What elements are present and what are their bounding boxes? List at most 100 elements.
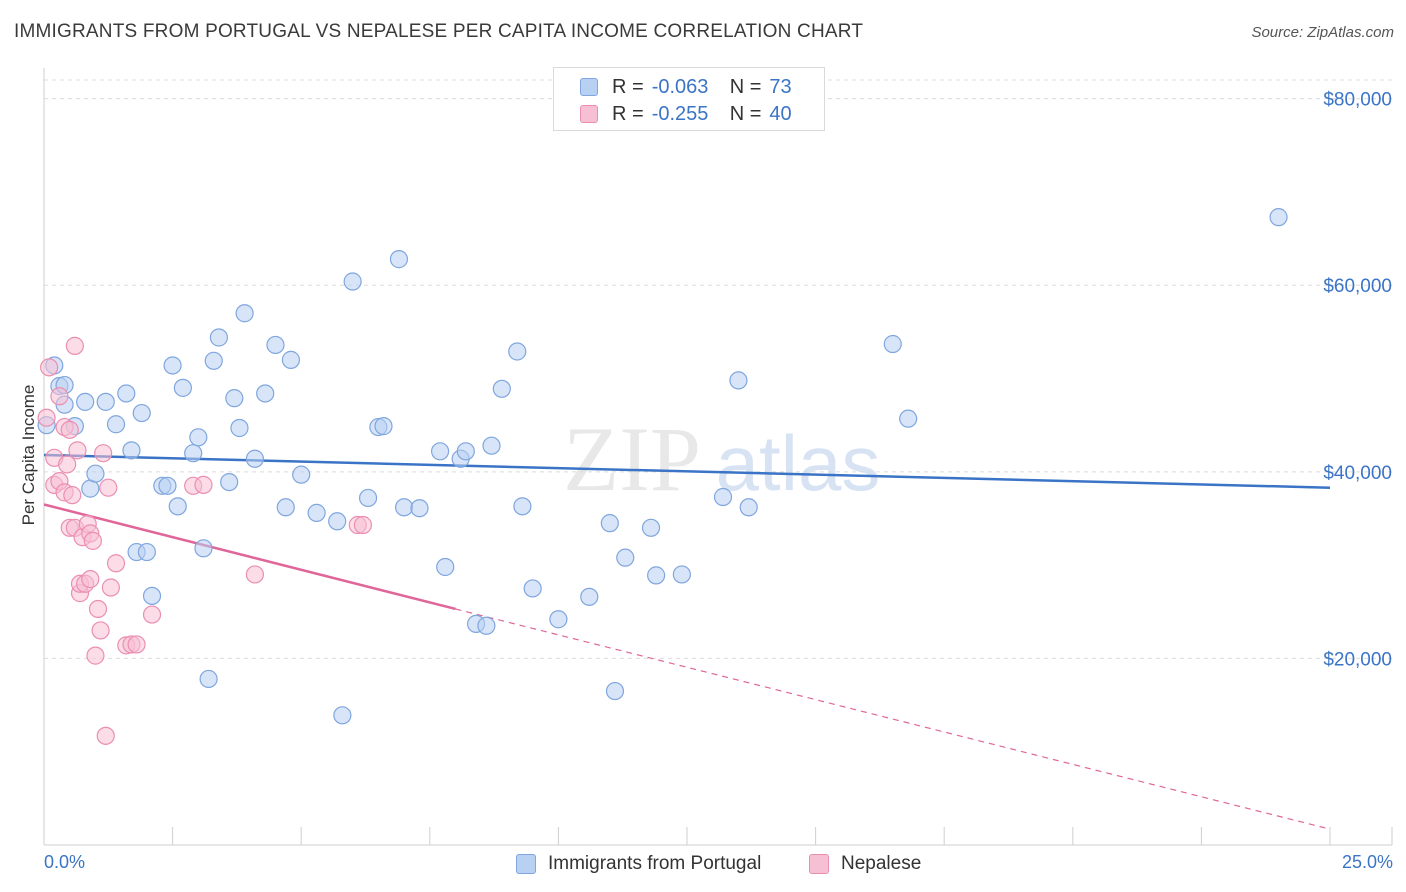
portugal-point bbox=[513, 497, 532, 516]
portugal-point bbox=[333, 706, 352, 725]
portugal-point bbox=[204, 351, 223, 370]
portugal-point bbox=[184, 444, 203, 463]
legend-r-label: R = bbox=[612, 75, 644, 98]
bottom-legend-nepalese: Nepalese bbox=[809, 851, 921, 877]
legend-r-label: R = bbox=[612, 102, 644, 125]
bottom-legend-label-portugal: Immigrants from Portugal bbox=[548, 853, 762, 874]
nepalese-point bbox=[99, 478, 118, 497]
trend-line-nepalese-extrapolated bbox=[455, 608, 1331, 830]
legend-n-value-portugal: 73 bbox=[769, 75, 792, 98]
portugal-point bbox=[96, 392, 115, 411]
nepalese-point bbox=[245, 565, 265, 584]
portugal-point bbox=[281, 350, 301, 369]
y-axis-label: Per Capita Income bbox=[19, 384, 38, 526]
portugal-point bbox=[173, 378, 192, 397]
portugal-point bbox=[158, 476, 177, 495]
nepalese-point bbox=[91, 621, 110, 640]
portugal-point bbox=[307, 503, 326, 522]
bottom-legend-swatch-portugal bbox=[516, 854, 536, 874]
y-tick-label: $80,000 bbox=[1323, 90, 1392, 111]
nepalese-point bbox=[96, 726, 115, 745]
portugal-point bbox=[189, 428, 208, 447]
watermark-zip: ZIP bbox=[563, 408, 701, 510]
bottom-legend-label-nepalese: Nepalese bbox=[841, 853, 922, 874]
portugal-point bbox=[230, 418, 249, 438]
legend-swatch-portugal bbox=[580, 78, 598, 96]
portugal-point bbox=[1269, 208, 1288, 227]
nepalese-point bbox=[63, 486, 82, 505]
portugal-point bbox=[389, 250, 409, 269]
nepalese-point bbox=[88, 599, 108, 619]
nepalese-point bbox=[40, 358, 59, 377]
portugal-point bbox=[199, 669, 218, 689]
portugal-point bbox=[580, 587, 599, 606]
portugal-point bbox=[209, 328, 228, 347]
portugal-point bbox=[477, 616, 496, 635]
portugal-point bbox=[168, 497, 187, 516]
y-tick-labels: $20,000 $40,000 $60,000 $80,000 bbox=[1323, 90, 1392, 671]
legend-n-value-nepalese: 40 bbox=[769, 102, 792, 125]
portugal-point bbox=[292, 465, 311, 484]
nepalese-point bbox=[194, 475, 213, 494]
nepalese-point bbox=[83, 531, 102, 550]
portugal-point bbox=[641, 518, 661, 537]
nepalese-point bbox=[106, 554, 126, 573]
legend-swatch-nepalese bbox=[580, 105, 598, 123]
portugal-point bbox=[163, 356, 182, 375]
portugal-point bbox=[256, 384, 275, 403]
portugal-point bbox=[245, 449, 265, 468]
trend-lines bbox=[43, 453, 1331, 830]
nepalese-point bbox=[127, 635, 146, 654]
y-tick-label: $40,000 bbox=[1323, 463, 1392, 484]
portugal-point bbox=[328, 512, 347, 531]
nepalese-point bbox=[37, 408, 56, 427]
bottom-legend-portugal: Immigrants from Portugal bbox=[516, 851, 761, 877]
watermark: ZIP atlas bbox=[563, 408, 880, 510]
portugal-point bbox=[605, 681, 625, 701]
portugal-point bbox=[132, 403, 151, 423]
portugal-point bbox=[492, 379, 511, 398]
portugal-point bbox=[137, 542, 156, 562]
portugal-point bbox=[220, 472, 239, 492]
portugal-point bbox=[117, 384, 136, 403]
legend-r-value-nepalese: -0.255 bbox=[651, 102, 709, 125]
legend-n-label: N = bbox=[729, 75, 762, 98]
x-tick-label-min: 0.0% bbox=[44, 852, 86, 872]
legend-r-value-portugal: -0.063 bbox=[651, 75, 709, 98]
portugal-point bbox=[616, 548, 635, 567]
portugal-point bbox=[358, 488, 378, 508]
portugal-point bbox=[343, 272, 362, 291]
chart-title: IMMIGRANTS FROM PORTUGAL VS NEPALESE PER… bbox=[14, 21, 864, 42]
nepalese-point bbox=[142, 605, 162, 624]
portugal-point bbox=[549, 610, 568, 629]
portugal-point bbox=[266, 335, 285, 355]
nepalese-point bbox=[60, 420, 79, 439]
portugal-point bbox=[86, 464, 105, 483]
portugal-point bbox=[106, 415, 126, 434]
axes bbox=[43, 68, 1393, 846]
legend-row-nepalese: R = -0.255 N = 40 bbox=[580, 101, 792, 127]
portugal-point bbox=[508, 342, 527, 361]
portugal-point bbox=[883, 334, 902, 354]
nepalese-point bbox=[65, 336, 84, 355]
portugal-point bbox=[410, 499, 429, 518]
portugal-point bbox=[482, 436, 501, 455]
portugal-point bbox=[647, 566, 666, 585]
source-label: Source: ZipAtlas.com bbox=[1251, 24, 1394, 41]
nepalese-point bbox=[94, 444, 113, 463]
legend-row-portugal: R = -0.063 N = 73 bbox=[580, 74, 792, 100]
portugal-point bbox=[276, 498, 295, 517]
portugal-point bbox=[374, 417, 393, 436]
nepalese-point bbox=[81, 570, 100, 589]
portugal-point bbox=[142, 586, 162, 606]
trend-line-nepalese bbox=[43, 503, 456, 611]
nepalese-point bbox=[101, 578, 120, 597]
x-tick-label-max: 25.0% bbox=[1341, 852, 1393, 872]
y-tick-label: $20,000 bbox=[1323, 649, 1392, 670]
bottom-legend-swatch-nepalese bbox=[809, 854, 829, 874]
data-points bbox=[37, 208, 1288, 745]
nepalese-point bbox=[353, 515, 373, 535]
portugal-point bbox=[225, 389, 244, 408]
portugal-point bbox=[122, 441, 141, 460]
